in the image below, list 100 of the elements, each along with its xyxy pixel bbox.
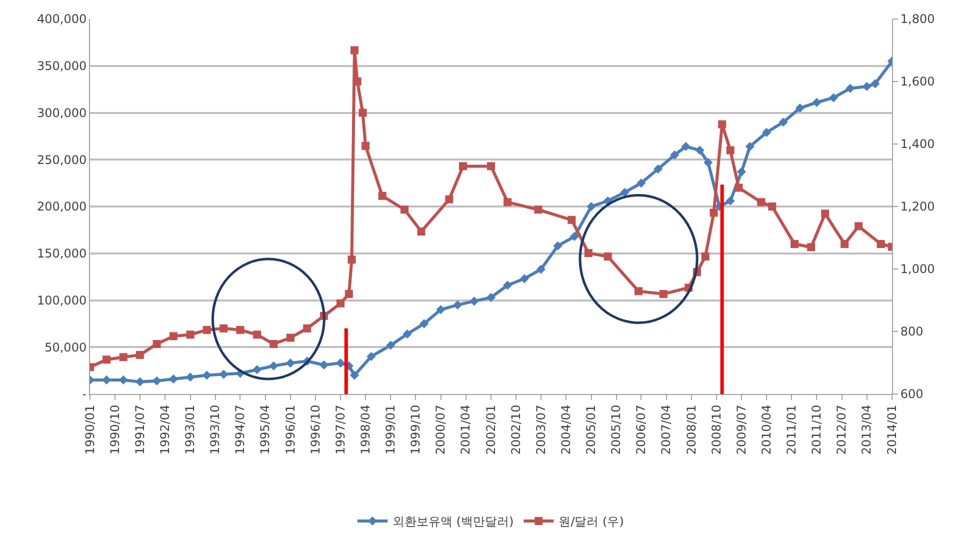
x-tick-label: 2002/01 <box>484 404 498 455</box>
point <box>186 372 195 382</box>
point <box>168 374 178 384</box>
point <box>119 353 128 362</box>
point <box>136 350 144 359</box>
point <box>236 326 244 334</box>
point <box>286 334 294 342</box>
y-tick-label: 250,000 <box>36 152 87 167</box>
point <box>336 299 344 308</box>
x-tick-label: 1995/04 <box>258 404 272 455</box>
x-tick-label: 2008/10 <box>709 404 724 455</box>
x-tick-label: 2002/10 <box>508 404 523 455</box>
y2-tick-label: 800 <box>900 324 924 339</box>
point <box>445 195 454 204</box>
point <box>762 128 772 137</box>
x-tick-label: 1998/04 <box>358 404 372 455</box>
x-tick-label: 1994/07 <box>233 404 248 455</box>
x-tick-label: 2000/07 <box>434 404 448 455</box>
point <box>417 228 426 236</box>
y2-tick-label: 1,000 <box>900 262 935 276</box>
x-tick-label: 1993/01 <box>183 404 198 455</box>
x-tick-label: 2011/01 <box>784 404 799 455</box>
point <box>821 210 830 218</box>
y2-tick-label: 600 <box>900 387 924 402</box>
point <box>704 158 713 167</box>
point <box>701 252 710 260</box>
point <box>718 120 726 128</box>
legend-label: 원/달러 (우) <box>558 514 624 529</box>
x-tick-label: 1992/04 <box>158 404 172 455</box>
y-tick-label: 150,000 <box>36 246 87 261</box>
y-tick-label: 50,000 <box>44 340 87 354</box>
point <box>807 243 816 252</box>
x-tick-label: 1997/07 <box>333 404 348 455</box>
x-tick-label: 2011/10 <box>810 404 824 455</box>
point <box>654 164 663 174</box>
x-tick-label: 2009/07 <box>734 404 748 455</box>
point <box>620 188 630 197</box>
point <box>862 82 872 92</box>
point <box>553 241 562 250</box>
x-tick-label: 1991/07 <box>132 404 147 455</box>
point <box>828 93 838 102</box>
x-tick-label: 1990/10 <box>108 404 122 455</box>
point <box>812 98 822 107</box>
y2-tick-label: 1,400 <box>900 137 935 152</box>
point <box>286 358 295 368</box>
x-tick-label: 1990/01 <box>82 404 97 455</box>
point <box>350 370 360 380</box>
y2-tick-label: 1,200 <box>900 200 935 214</box>
y2-tick-label: 1,800 <box>900 12 935 26</box>
point <box>386 340 396 350</box>
point <box>670 150 680 160</box>
point <box>768 202 776 210</box>
point <box>840 240 849 248</box>
point <box>436 305 446 314</box>
point <box>570 232 579 242</box>
point <box>453 300 462 310</box>
point <box>854 222 863 230</box>
point <box>536 264 546 274</box>
y-tick-label: - <box>82 387 87 402</box>
point <box>604 252 612 260</box>
point <box>520 274 529 284</box>
point <box>726 146 734 154</box>
point <box>504 198 512 206</box>
x-tick-label: 2003/07 <box>534 404 548 455</box>
y-tick-label: 350,000 <box>36 59 87 74</box>
point <box>634 287 642 296</box>
point <box>726 196 735 206</box>
point <box>152 376 162 386</box>
point <box>169 332 178 340</box>
point <box>503 280 512 290</box>
x-tick-label: 2010/04 <box>759 404 774 455</box>
x-tick-label: 2007/04 <box>659 404 674 455</box>
point <box>358 108 367 117</box>
point <box>870 79 880 88</box>
x-tick-label: 2001/04 <box>458 404 473 455</box>
x-tick-label: 2014/01 <box>884 404 899 455</box>
x-tick-label: 2005/01 <box>584 404 598 455</box>
point <box>681 142 690 152</box>
x-tick-label: 2005/10 <box>609 404 624 455</box>
point <box>152 340 161 348</box>
x-tick-label: 2013/04 <box>860 404 874 455</box>
point <box>252 365 262 374</box>
point <box>636 178 646 188</box>
x-tick-label: 1996/10 <box>308 404 322 455</box>
point <box>378 192 386 200</box>
point <box>568 216 576 224</box>
point <box>336 358 346 368</box>
point <box>202 326 211 334</box>
y-tick-label: 300,000 <box>36 106 87 120</box>
point <box>253 330 262 339</box>
point <box>270 340 278 348</box>
point <box>319 360 328 370</box>
point <box>659 290 668 298</box>
point <box>790 240 799 248</box>
x-tick-label: 2004/04 <box>559 404 574 455</box>
point <box>220 324 228 332</box>
point <box>534 206 542 214</box>
point <box>348 256 356 264</box>
x-tick-label: 1996/01 <box>283 404 298 455</box>
point <box>486 292 496 302</box>
